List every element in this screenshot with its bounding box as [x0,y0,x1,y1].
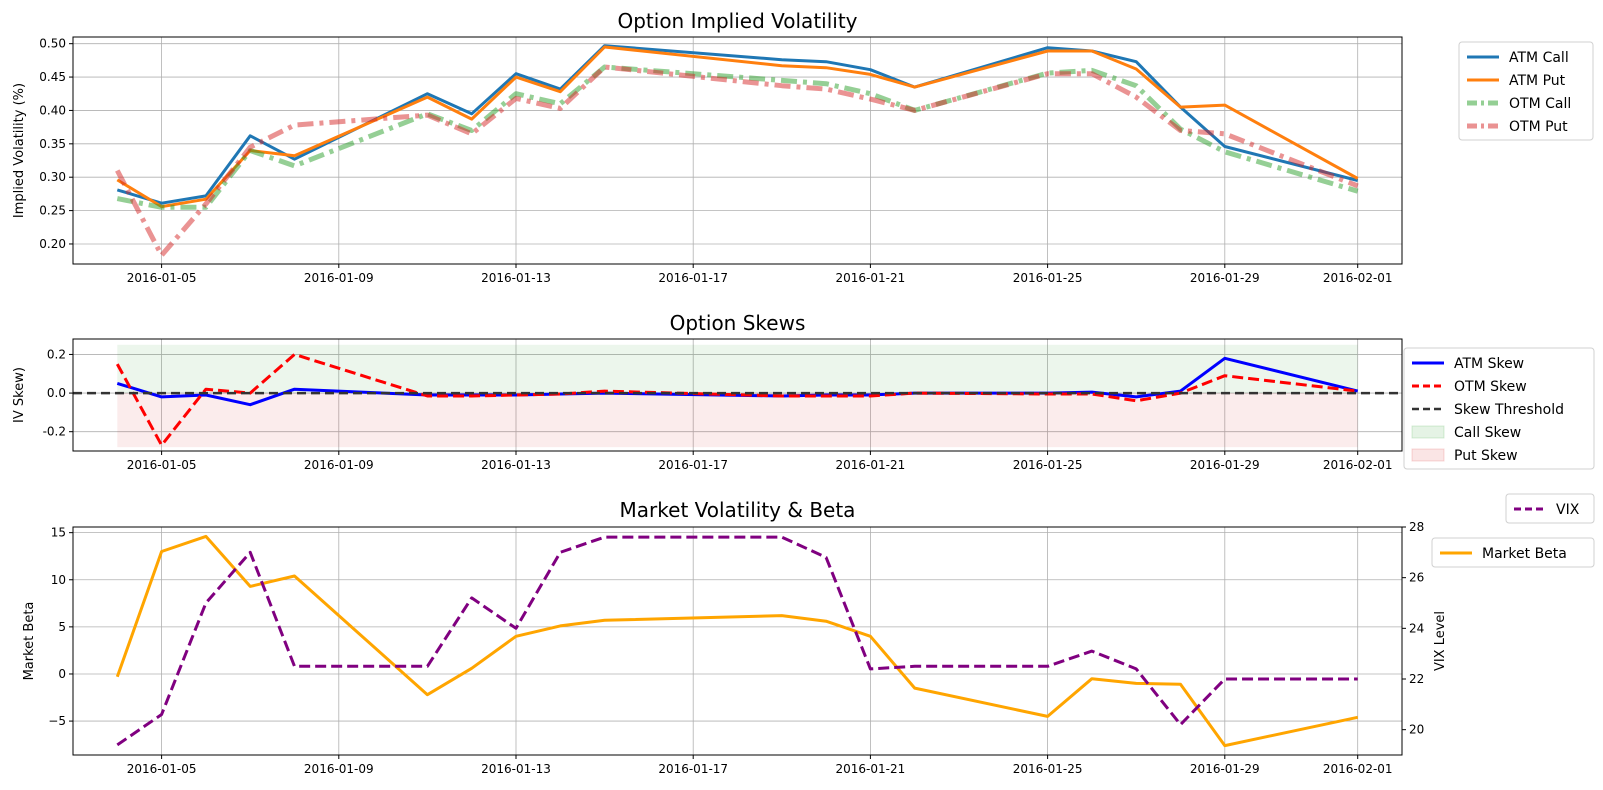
legend-entry: VIX [1556,502,1580,518]
y-tick-label: 0.30 [39,170,66,184]
y-tick-label: 0.0 [47,386,66,400]
legend-entry: ATM Call [1509,50,1569,66]
y-right-tick-label: 20 [1409,723,1424,737]
y-axis-label: IV Skew) [12,367,27,423]
x-tick-label: 2016-01-17 [658,271,728,285]
x-tick-label: 2016-01-05 [127,458,197,472]
x-tick-label: 2016-01-17 [658,762,728,776]
y-right-axis-label: VIX Level [1433,611,1448,671]
y-tick-label: -0.2 [43,425,66,439]
chart-market-volatility-beta: 2016-01-05 2016-01-09 2016-01-13 2016-01-17… [22,493,1595,776]
x-tick-label: 2016-01-09 [304,271,374,285]
y-tick-label: 15 [51,526,66,540]
x-tick-label: 2016-01-13 [481,458,551,472]
legend-entry: Skew Threshold [1454,402,1564,418]
x-tick-label: 2016-02-01 [1323,762,1393,776]
y-axis-label: Market Beta [22,602,37,681]
y-right-tick-label: 22 [1409,672,1424,686]
chart-title: Option Implied Volatility [617,9,857,33]
x-tick-label: 2016-01-21 [836,271,906,285]
y-tick-label: 5 [58,620,66,634]
x-tick-label: 2016-01-13 [481,762,551,776]
y-tick-label: 0.25 [39,204,66,218]
series-line-market-beta [115,534,1359,748]
x-tick-label: 2016-02-01 [1323,458,1393,472]
legend-entry: ATM Put [1509,73,1566,89]
x-tick-label: 2016-01-17 [658,458,728,472]
x-tick-label: 2016-01-05 [127,271,197,285]
chart-option-skews: 2016-01-05 2016-01-09 2016-01-13 2016-01-17… [12,311,1595,472]
x-tick-label: 2016-01-21 [836,762,906,776]
axes-frame [72,526,1403,756]
x-tick-label: 2016-01-21 [836,458,906,472]
legend-option-skews [1403,347,1595,470]
axes-frame [72,338,1403,452]
chart-implied-volatility: 2016-01-05 2016-01-09 2016-01-13 2016-01-17… [12,9,1594,285]
legend-patch [1411,448,1445,462]
x-tick-label: 2016-01-29 [1190,458,1260,472]
y-tick-label: 0.2 [47,347,66,361]
x-tick-label: 2016-01-09 [304,458,374,472]
legend-entry: Market Beta [1482,546,1567,562]
x-tick-label: 2016-01-25 [1013,762,1083,776]
y-tick-label: 0.50 [39,37,66,51]
x-tick-label: 2016-02-01 [1323,271,1393,285]
y-right-tick-label: 24 [1409,621,1424,635]
legend-implied-volatility [1458,41,1594,141]
x-tick-label: 2016-01-09 [304,762,374,776]
legend-entry: Call Skew [1454,425,1521,441]
y-tick-label: 0.20 [39,237,66,251]
y-tick-label: 0.45 [39,70,66,84]
band-call-skew [117,344,1358,394]
band-put-skew [117,393,1358,448]
y-tick-label: −5 [48,714,66,728]
x-tick-label: 2016-01-29 [1190,762,1260,776]
x-tick-label: 2016-01-13 [481,271,551,285]
series-line-vix [116,535,1358,747]
y-tick-label: 0.35 [39,137,66,151]
legend-entry: Put Skew [1454,448,1518,464]
y-tick-label: 0.40 [39,103,66,117]
series-line-atm-call [116,44,1359,205]
legend-entry: OTM Skew [1454,379,1527,395]
y-tick-label: 10 [51,573,66,587]
series-line-otm-put [115,64,1359,258]
legend-entry: ATM Skew [1454,356,1524,372]
legend-entry: OTM Put [1509,119,1568,135]
x-tick-label: 2016-01-25 [1013,458,1083,472]
axes-frame [72,36,1403,265]
legend-vix [1505,493,1595,524]
legend-entry: OTM Call [1509,96,1571,112]
x-tick-label: 2016-01-25 [1013,271,1083,285]
y-tick-label: 0 [58,667,66,681]
legend-market-beta [1431,537,1595,568]
chart-title: Option Skews [670,311,806,335]
y-right-tick-label: 26 [1409,571,1424,585]
x-tick-label: 2016-01-05 [127,762,197,776]
x-tick-label: 2016-01-29 [1190,271,1260,285]
legend-patch [1411,425,1445,439]
chart-title: Market Volatility & Beta [620,498,856,522]
y-right-tick-label: 28 [1409,520,1424,534]
y-axis-label: Implied Volatility (%) [12,83,27,218]
series-line-otm-call [116,64,1359,210]
